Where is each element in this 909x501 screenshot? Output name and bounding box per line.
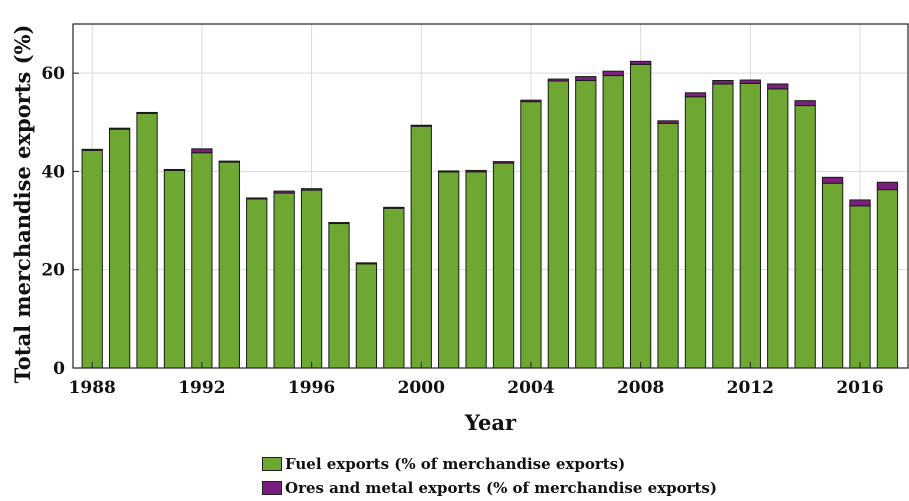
- bar-ores-2016: [849, 199, 871, 207]
- x-axis-ticks: 1988 1992 1996 2000 2004 2008 2012 2016: [69, 362, 884, 398]
- x-axis-title: Year: [464, 410, 517, 435]
- x-tick-label: 1996: [288, 378, 335, 398]
- bar-fuel-1992: [191, 152, 213, 369]
- bars: [81, 60, 899, 369]
- bar-ores-2010: [684, 92, 707, 98]
- bar-fuel-1998: [355, 263, 378, 369]
- bar-fuel-2001: [438, 171, 460, 369]
- bar-ores-1991: [163, 168, 186, 171]
- bar-ores-2001: [438, 170, 460, 173]
- bar-ores-1999: [383, 206, 405, 209]
- bar-ores-2007: [602, 70, 624, 77]
- legend-label-fuel: Fuel exports (% of merchandise exports): [285, 455, 626, 473]
- bar-fuel-2008: [629, 63, 652, 369]
- y-axis-title: Total merchandise exports (%): [10, 25, 35, 384]
- x-tick-label: 1992: [178, 378, 225, 398]
- bar-ores-2004: [520, 99, 542, 103]
- bar-fuel-2012: [739, 82, 761, 369]
- y-tick-label: 60: [41, 64, 65, 84]
- bar-ores-2003: [492, 161, 515, 164]
- plot-frame: [72, 23, 909, 369]
- bar-fuel-2016: [849, 205, 871, 369]
- bar-ores-2015: [821, 176, 844, 184]
- x-tick-label: 2004: [507, 378, 554, 398]
- bar-fuel-1989: [108, 128, 131, 369]
- bar-fuel-1996: [300, 189, 323, 369]
- bar-fuel-2002: [465, 171, 487, 369]
- bar-fuel-2006: [575, 80, 597, 369]
- bar-ores-2008: [629, 60, 652, 65]
- bar-ores-2002: [465, 169, 487, 173]
- bar-fuel-1994: [246, 198, 268, 369]
- bar-ores-2013: [767, 83, 789, 90]
- bar-ores-1997: [328, 222, 350, 225]
- bar-fuel-1995: [273, 192, 295, 369]
- bar-ores-1998: [355, 262, 378, 265]
- bar-ores-1992: [191, 148, 213, 154]
- bar-fuel-1990: [136, 112, 158, 369]
- bar-ores-1995: [273, 190, 295, 194]
- x-tick-label: 2008: [617, 378, 664, 398]
- bar-fuel-1991: [163, 169, 186, 369]
- bar-fuel-2003: [492, 162, 515, 369]
- legend-item-ores: Ores and metal exports (% of merchandise…: [262, 476, 717, 500]
- bar-ores-1993: [218, 160, 240, 163]
- x-tick-label: 1988: [69, 378, 116, 398]
- bar-fuel-2010: [684, 96, 707, 369]
- legend: Fuel exports (% of merchandise exports) …: [262, 452, 717, 500]
- bar-ores-1996: [300, 188, 323, 191]
- x-tick-label: 2012: [727, 378, 774, 398]
- bar-fuel-2004: [520, 101, 542, 369]
- bar-fuel-2013: [767, 88, 789, 369]
- bar-fuel-2007: [602, 75, 624, 369]
- legend-swatch-fuel: [262, 457, 282, 471]
- bar-fuel-2005: [547, 80, 570, 369]
- bar-ores-1994: [246, 197, 268, 200]
- bar-fuel-2014: [794, 105, 816, 369]
- y-tick-label: 40: [41, 162, 65, 182]
- y-axis-ticks: 0 20 40 60: [41, 64, 79, 379]
- bar-ores-2005: [547, 78, 570, 82]
- y-tick-label: 0: [53, 359, 65, 379]
- legend-label-ores: Ores and metal exports (% of merchandise…: [285, 479, 717, 497]
- legend-item-fuel: Fuel exports (% of merchandise exports): [262, 452, 717, 476]
- bar-fuel-2009: [657, 122, 679, 369]
- bar-fuel-1997: [328, 223, 350, 369]
- bar-ores-2011: [712, 80, 734, 85]
- bar-ores-1989: [108, 127, 131, 130]
- x-tick-label: 2016: [836, 378, 883, 398]
- bar-fuel-2011: [712, 83, 734, 369]
- bar-ores-1988: [81, 148, 103, 151]
- bar-ores-2009: [657, 120, 679, 124]
- bar-fuel-1988: [81, 149, 103, 369]
- bar-ores-2014: [794, 100, 816, 107]
- bar-ores-2000: [410, 124, 432, 127]
- bar-fuel-2017: [876, 189, 899, 369]
- legend-swatch-ores: [262, 481, 282, 495]
- y-tick-label: 20: [41, 261, 65, 281]
- x-tick-label: 2000: [398, 378, 445, 398]
- bar-fuel-1993: [218, 161, 240, 369]
- bar-ores-1990: [136, 111, 158, 114]
- bar-ores-2006: [575, 76, 597, 82]
- bar-fuel-1999: [383, 207, 405, 369]
- bar-ores-2017: [876, 181, 899, 191]
- bar-fuel-2015: [821, 182, 844, 369]
- bar-ores-2012: [739, 79, 761, 84]
- bar-fuel-2000: [410, 125, 432, 369]
